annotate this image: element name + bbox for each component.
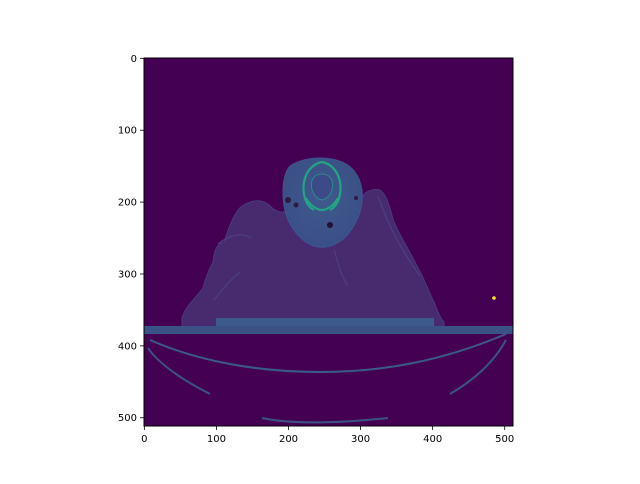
couch-curve-lower-left (147, 347, 211, 395)
dark-spot-right (354, 196, 358, 200)
dark-spot-center (327, 222, 333, 228)
table-top (144, 326, 513, 334)
y-tick-label: 500 (118, 413, 137, 424)
couch-curve-bottom (261, 417, 389, 424)
x-tick-label: 400 (423, 434, 442, 445)
couch-curve-upper (149, 333, 507, 374)
bright-spot (492, 296, 496, 300)
axes-frame (143, 57, 514, 427)
head (282, 157, 363, 248)
y-tick-label: 200 (118, 198, 137, 209)
x-tick-label: 500 (495, 434, 514, 445)
y-tick-label: 300 (118, 269, 137, 280)
couch-curve-lower-right (449, 339, 507, 395)
y-axis: 0 100 200 300 400 500 (118, 54, 144, 424)
dark-spot-left (285, 197, 291, 203)
skull-outline (302, 160, 342, 212)
x-tick-label: 0 (141, 434, 147, 445)
dark-spot-left-2 (293, 202, 299, 208)
y-tick-label: 0 (131, 54, 137, 65)
x-tick-label: 100 (207, 434, 226, 445)
tissue-contour (213, 195, 421, 301)
skull-inner (311, 173, 333, 201)
ct-image (144, 58, 513, 426)
y-tick-label: 400 (118, 341, 137, 352)
x-tick-label: 200 (279, 434, 298, 445)
x-tick-label: 300 (351, 434, 370, 445)
y-tick-label: 100 (118, 126, 137, 137)
x-axis: 0 100 200 300 400 500 (141, 426, 514, 445)
